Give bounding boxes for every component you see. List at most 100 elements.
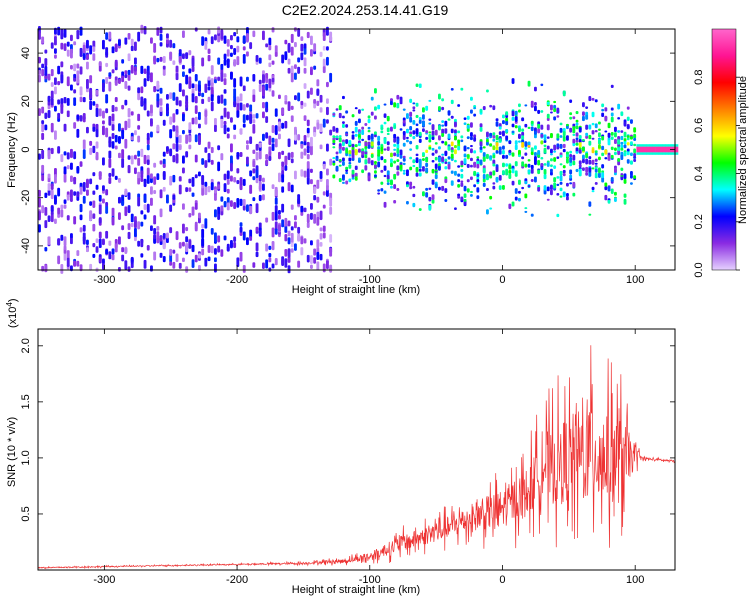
spectrogram-cell (502, 184, 505, 190)
spectrogram-cell (329, 264, 333, 273)
spectrogram-cell (50, 90, 54, 99)
spectrogram-cell (102, 125, 105, 136)
spectrogram-cell (242, 205, 246, 211)
spectrogram-cell (556, 183, 560, 187)
spectrogram-cell (134, 167, 137, 175)
spectrogram-cell (556, 107, 560, 114)
spectrogram-cell (242, 123, 246, 128)
spectrogram-cell (396, 165, 400, 171)
spectrogram-cell (466, 163, 470, 169)
spectrogram-cell (290, 151, 294, 158)
colorbar-scale (711, 28, 737, 271)
spectrogram-cell (150, 37, 153, 44)
spectrogram-cell (322, 191, 326, 196)
spectrogram-cell (447, 146, 451, 151)
spectrogram-cell (258, 142, 262, 148)
spectrogram-cell (329, 197, 333, 207)
spectrogram-cell (575, 151, 579, 154)
spectrogram-cell (450, 99, 454, 105)
spectrogram-cell (649, 152, 653, 155)
spectrogram-cell (252, 160, 256, 168)
spectrogram-cell (594, 168, 598, 173)
spectrogram-cell (185, 134, 189, 144)
spectrogram-cell (511, 78, 515, 84)
spectrogram-cell (255, 54, 259, 62)
spectrogram-cell (175, 72, 179, 81)
spectrogram-cell (454, 170, 457, 176)
spectrogram-cell (383, 148, 387, 151)
spectrogram-cell (537, 123, 541, 129)
spectrogram-cell (63, 174, 67, 183)
spectrogram-cell (44, 112, 48, 120)
colorbar: 0.00.20.40.60.8 Normalized spectral ampl… (693, 28, 749, 278)
spectrogram-cell (342, 95, 345, 100)
spectrogram-cell (534, 130, 537, 135)
spectrogram-cell (63, 123, 67, 132)
spectrogram-cell (434, 156, 438, 161)
spectrogram-cell (562, 191, 566, 196)
spectrogram-cell (255, 226, 259, 232)
spectrogram-cell (217, 161, 221, 172)
spectrogram-cell (383, 201, 387, 208)
spectrogram-cell (284, 258, 288, 268)
spectrogram-cell (159, 87, 163, 94)
spectrogram-cell (486, 141, 489, 146)
spectrogram-cell (569, 154, 573, 158)
spectrogram-cell (415, 157, 419, 164)
spectrogram-cell (412, 136, 416, 140)
spectrogram-cell (146, 144, 150, 151)
spectrogram-cell (588, 213, 592, 216)
spectrogram-cell (150, 265, 153, 272)
spectrogram-cell (204, 257, 208, 267)
spectrogram-cell (310, 264, 313, 269)
spectrogram-cell (543, 185, 547, 191)
spectrogram-cell (486, 153, 489, 160)
spectrogram-cell (57, 187, 61, 197)
spectrogram-cell (553, 144, 557, 151)
spectrogram-cell (396, 138, 400, 145)
spectrogram-cell (105, 94, 109, 104)
snr-y-tick-label: 0.5 (20, 506, 32, 521)
spectrogram-cell (265, 78, 269, 84)
spectrogram-cell (82, 232, 86, 242)
spectrogram-cell (620, 144, 624, 149)
spectrogram-cell (329, 206, 333, 215)
spectrogram-cell (390, 126, 393, 132)
spectrogram-cell (598, 156, 601, 161)
spectrogram-cell (425, 105, 429, 111)
spectrogram-cell (194, 221, 198, 232)
spectrogram-cell (514, 116, 518, 122)
spectrogram-cell (150, 131, 153, 138)
spectrogram-cell (214, 248, 217, 255)
snr-x-ticks: -300 -200 -100 0 100 (93, 329, 644, 586)
spectrogram-cell (73, 97, 77, 106)
spectrogram-cell (76, 260, 80, 267)
spectrogram-cell (265, 154, 269, 160)
spectrogram-cell (310, 255, 313, 265)
spectrogram-cell (41, 120, 45, 125)
spectrogram-cell (335, 108, 339, 111)
spectrogram-cell (188, 212, 192, 218)
spectrogram-cell (418, 131, 422, 137)
spectrogram-cell (489, 195, 493, 200)
spectrogram-cell (121, 149, 125, 159)
spectrogram-cell (223, 53, 227, 60)
spectrogram-cell (226, 133, 230, 139)
spectrogram-cell (527, 145, 531, 148)
spectrogram-cell (294, 221, 297, 229)
spectrogram-cell (396, 94, 400, 100)
spectrogram-cell (402, 120, 406, 124)
spectrogram-cell (182, 203, 185, 210)
spectrogram-cell (582, 115, 585, 122)
spectrogram-cell (278, 214, 281, 220)
spectrogram-cell (348, 150, 352, 156)
spectrogram-cell (258, 230, 262, 235)
spectrogram-cell (489, 207, 493, 210)
spectrogram-cell (639, 146, 644, 153)
spectrogram-cell (486, 188, 489, 192)
spectrogram-cell (633, 127, 637, 133)
spectrogram-cell (316, 122, 320, 130)
spectrogram-cell (281, 258, 285, 265)
spectrogram-cell (188, 178, 192, 184)
spectrogram-cell (473, 106, 477, 110)
